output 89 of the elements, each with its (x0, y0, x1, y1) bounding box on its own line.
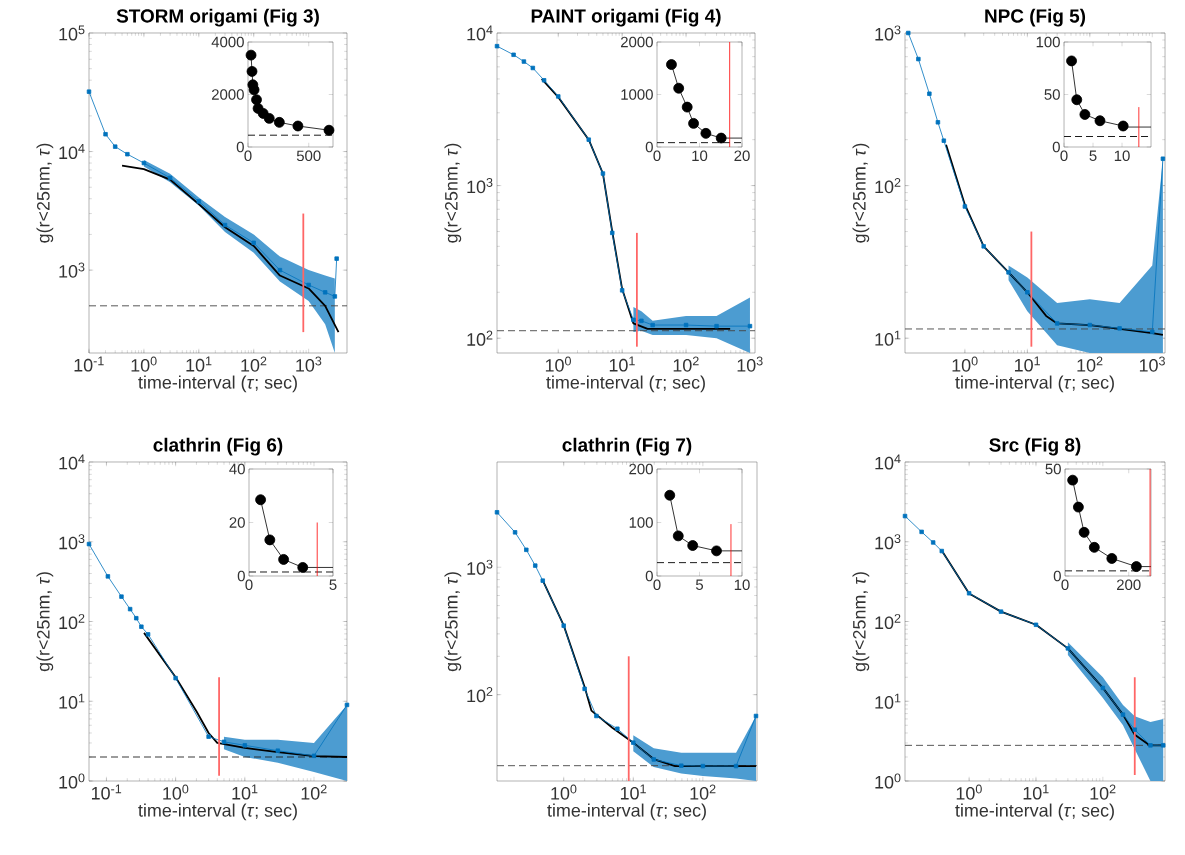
chart-title: clathrin (Fig 7) (562, 437, 692, 456)
y-tick-label: 100 (1036, 36, 1060, 48)
x-tick-label: 0 (1061, 579, 1069, 591)
x-tick-label: 10$^{-1}$ (74, 356, 104, 372)
y-axis-title: g(r<25nm, τ) (444, 143, 462, 243)
y-tick-label: 10$^{3}$ (875, 534, 901, 550)
x-tick-label: 10$^{0}$ (131, 356, 157, 372)
y-tick-label: 10$^{3}$ (59, 534, 85, 550)
x-tick-label: 10 (1114, 150, 1130, 162)
x-tick-label: 10$^{0}$ (956, 784, 982, 800)
x-tick-label: 10$^{0}$ (551, 784, 577, 800)
x-tick-label: 10$^{2}$ (690, 784, 716, 800)
x-tick-label: 10 (734, 579, 750, 591)
x-tick-label: 20 (734, 150, 750, 162)
y-tick-label: 100 (629, 517, 653, 528)
x-tick-label: 5 (329, 579, 337, 590)
y-tick-label: 50 (1045, 463, 1061, 475)
y-tick-label: 10$^{2}$ (875, 613, 901, 630)
x-tick-label: 5 (1089, 150, 1097, 161)
y-tick-label: 200 (629, 463, 653, 475)
y-tick-label: 10$^{5}$ (59, 25, 85, 41)
y-tick-label: 10$^{4}$ (59, 454, 85, 470)
chart-title: NPC (Fig 5) (985, 8, 1086, 27)
x-axis-title: time-interval (τ; sec) (138, 375, 297, 393)
x-tick-label: 10$^{2}$ (1090, 784, 1116, 800)
y-tick-label: 10$^{3}$ (467, 178, 493, 194)
x-tick-label: 10$^{3}$ (1139, 356, 1165, 372)
x-tick-label: 10$^{0}$ (163, 784, 189, 800)
x-tick-label: 10$^{1}$ (1023, 784, 1049, 800)
x-tick-label: 10$^{1}$ (1014, 356, 1040, 372)
chart-title: clathrin (Fig 6) (153, 437, 283, 456)
x-tick-label: 0 (245, 579, 253, 591)
y-tick-label: 10$^{2}$ (467, 330, 493, 346)
y-tick-label: 0 (236, 141, 244, 153)
x-tick-label: 5 (695, 579, 704, 590)
x-tick-label: 0 (653, 579, 661, 591)
y-tick-label: 10$^{0}$ (59, 773, 85, 789)
x-tick-label: 10$^{0}$ (545, 356, 571, 372)
y-axis-title: g(r<25nm, τ) (852, 143, 870, 243)
y-tick-label: 20 (229, 517, 245, 528)
y-tick-label: 10$^{4}$ (875, 454, 901, 470)
x-tick-label: 500 (296, 150, 321, 162)
x-tick-label: 10$^{2}$ (1077, 356, 1103, 372)
y-tick-label: 0 (1053, 570, 1061, 582)
x-tick-label: 10$^{0}$ (952, 356, 978, 372)
y-tick-label: 0 (1052, 141, 1060, 153)
x-tick-label: 10$^{1}$ (609, 356, 635, 372)
y-tick-label: 10$^{3}$ (59, 262, 85, 278)
chart-title: STORM origami (Fig 3) (116, 8, 319, 27)
x-tick-label: 10$^{3}$ (737, 356, 763, 372)
x-axis-title: time-interval (τ; sec) (955, 375, 1114, 393)
y-tick-label: 10$^{3}$ (467, 559, 493, 575)
y-tick-label: 10$^{3}$ (875, 25, 901, 41)
y-tick-label: 50 (1044, 89, 1060, 100)
y-tick-label: 10$^{2}$ (875, 178, 901, 194)
y-tick-label: 0 (237, 570, 245, 582)
y-axis-title: g(r<25nm, τ) (444, 572, 462, 672)
y-tick-label: 10$^{4}$ (467, 25, 493, 41)
x-axis-title: time-interval (τ; sec) (546, 375, 705, 393)
y-tick-label: 10$^{0}$ (875, 773, 901, 789)
y-tick-label: 10$^{1}$ (59, 693, 85, 709)
x-tick-label: 200 (1117, 579, 1141, 591)
y-tick-label: 2000 (620, 36, 653, 48)
x-axis-title: time-interval (τ; sec) (547, 803, 706, 821)
y-tick-label: 10$^{1}$ (875, 693, 901, 709)
x-tick-label: 0 (653, 150, 661, 162)
y-axis-title: g(r<25nm, τ) (36, 143, 54, 243)
y-tick-label: 10$^{4}$ (59, 144, 85, 160)
y-tick-label: 10$^{2}$ (59, 613, 85, 630)
x-axis-title: time-interval (τ; sec) (955, 803, 1114, 821)
x-tick-label: 10 (692, 150, 708, 162)
y-tick-label: 1000 (621, 89, 653, 100)
x-axis-title: time-interval (τ; sec) (138, 803, 297, 821)
x-tick-label: 10$^{-1}$ (91, 784, 122, 800)
y-tick-label: 10$^{2}$ (467, 687, 493, 703)
y-axis-title: g(r<25nm, τ) (852, 572, 870, 672)
y-tick-label: 0 (645, 141, 653, 153)
chart-title: Src (Fig 8) (989, 437, 1081, 456)
y-tick-label: 10$^{1}$ (875, 330, 901, 346)
y-tick-label: 4000 (211, 36, 244, 48)
y-axis-title: g(r<25nm, τ) (36, 572, 54, 672)
x-tick-label: 10$^{1}$ (186, 356, 212, 372)
y-tick-label: 40 (229, 463, 245, 475)
chart-title: PAINT origami (Fig 4) (531, 8, 721, 27)
y-tick-label: 2000 (211, 89, 244, 100)
x-tick-label: 10$^{3}$ (296, 356, 322, 372)
x-tick-label: 10$^{2}$ (301, 784, 327, 800)
y-tick-label: 0 (645, 570, 653, 582)
x-tick-label: 10$^{2}$ (673, 356, 699, 372)
